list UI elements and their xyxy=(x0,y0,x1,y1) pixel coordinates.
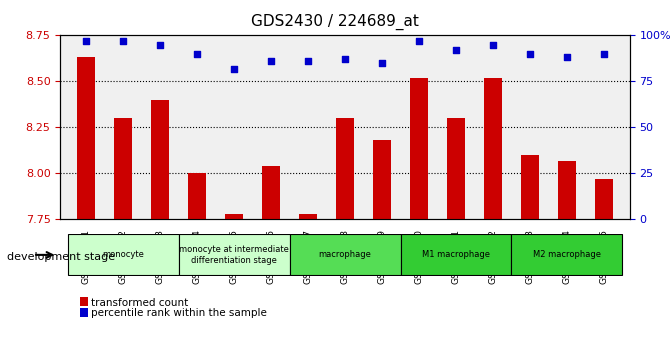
Point xyxy=(118,38,129,44)
Bar xyxy=(447,118,465,219)
Bar xyxy=(521,155,539,219)
Text: macrophage: macrophage xyxy=(319,250,371,259)
Text: percentile rank within the sample: percentile rank within the sample xyxy=(91,308,267,318)
FancyBboxPatch shape xyxy=(179,234,289,275)
FancyBboxPatch shape xyxy=(401,234,511,275)
Point xyxy=(525,51,535,57)
Bar xyxy=(114,118,133,219)
Point xyxy=(413,38,424,44)
Bar xyxy=(336,118,354,219)
Bar xyxy=(484,78,502,219)
Point xyxy=(303,58,314,64)
Point xyxy=(377,60,387,66)
Point xyxy=(192,51,202,57)
Bar xyxy=(151,100,170,219)
Bar xyxy=(373,140,391,219)
Text: transformed count: transformed count xyxy=(91,298,188,308)
Point xyxy=(81,38,92,44)
Text: M2 macrophage: M2 macrophage xyxy=(533,250,601,259)
FancyBboxPatch shape xyxy=(511,234,622,275)
Text: M1 macrophage: M1 macrophage xyxy=(422,250,490,259)
Point xyxy=(266,58,277,64)
Point xyxy=(598,51,609,57)
Bar xyxy=(188,173,206,219)
Text: monocyte: monocyte xyxy=(103,250,144,259)
FancyBboxPatch shape xyxy=(289,234,401,275)
Text: monocyte at intermediate
differentiation stage: monocyte at intermediate differentiation… xyxy=(179,245,289,264)
Bar xyxy=(595,179,613,219)
Point xyxy=(228,66,239,72)
Text: development stage: development stage xyxy=(7,252,115,262)
Bar xyxy=(262,166,280,219)
Point xyxy=(561,55,572,60)
Bar xyxy=(299,214,318,219)
Point xyxy=(488,42,498,47)
Bar xyxy=(410,78,428,219)
Bar xyxy=(557,161,576,219)
FancyBboxPatch shape xyxy=(68,234,179,275)
Bar xyxy=(77,57,95,219)
Text: GDS2430 / 224689_at: GDS2430 / 224689_at xyxy=(251,14,419,30)
Bar xyxy=(225,214,243,219)
Point xyxy=(155,42,165,47)
Point xyxy=(340,57,350,62)
Point xyxy=(451,47,462,53)
